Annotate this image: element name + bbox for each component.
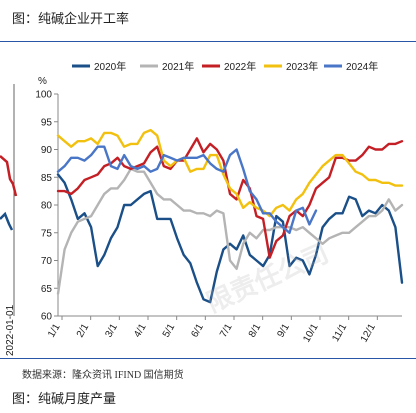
legend-label-0: 2020年 (94, 60, 126, 73)
x-tick-label-5: 6/1 (189, 322, 206, 340)
legend-label-2: 2022年 (224, 60, 256, 73)
series-line-2024年 (56, 145, 318, 235)
left-panel-blue-line (0, 211, 14, 231)
y-axis-unit: % (38, 76, 47, 87)
x-tick-label-10: 11/1 (330, 322, 349, 344)
figure-title: 图：纯碱企业开工率 (12, 11, 130, 26)
series-line-2020年 (56, 173, 404, 304)
x-tick-label-0: 1/1 (46, 322, 63, 340)
legend-label-1: 2021年 (162, 60, 194, 73)
x-tick-label-9: 10/1 (301, 322, 320, 345)
series-line-2021年 (56, 167, 404, 296)
x-tick-label-4: 5/1 (161, 322, 178, 340)
legend-label-3: 2023年 (286, 60, 318, 73)
chart-legend: 2020年 2021年 2022年 2023年 2024年 (72, 60, 378, 73)
next-figure-title: 图：纯碱月度产量 (12, 391, 117, 406)
x-tick-label-3: 4/1 (132, 322, 149, 340)
y-tick-label-6: 90 (41, 145, 53, 156)
x-tick-label-11: 12/1 (359, 322, 378, 345)
left-panel-red-line (0, 155, 18, 197)
title-rule (0, 41, 416, 42)
x-tick-label-2: 3/1 (103, 322, 120, 340)
legend-label-4: 2024年 (346, 60, 378, 73)
y-tick-label-1: 65 (41, 284, 53, 295)
y-tick-label-0: 60 (41, 312, 53, 323)
y-axis: % 60 65 70 75 80 85 90 95 100 (35, 76, 59, 323)
source-rule (0, 358, 416, 359)
series-line-2023年 (56, 128, 404, 218)
x-tick-label-1: 2/1 (75, 322, 92, 340)
line-chart: 2022-01-01 2020年 2021年 2022年 2023年 2024年 % 60… (0, 60, 404, 356)
y-tick-label-7: 95 (41, 117, 53, 128)
left-panel-date-label: 2022-01-01 (5, 304, 16, 356)
y-tick-label-8: 100 (35, 90, 52, 101)
x-tick-label-6: 7/1 (218, 322, 235, 340)
x-tick-label-7: 8/1 (247, 322, 264, 340)
x-tick-label-8: 9/1 (275, 322, 292, 340)
x-axis: 1/1 2/1 3/1 4/1 5/1 6/1 7/1 8/1 9/1 10/1 11/1 12/1 (46, 315, 402, 345)
y-tick-label-4: 80 (41, 201, 53, 212)
y-tick-label-2: 70 (41, 256, 53, 267)
y-tick-label-3: 75 (41, 228, 53, 239)
data-source: 数据来源：隆众资讯 IFIND 国信期货 (22, 370, 184, 381)
y-tick-label-5: 85 (41, 173, 53, 184)
left-panel-fragment: 2022-01-01 (0, 84, 18, 356)
plot-area (56, 128, 404, 304)
